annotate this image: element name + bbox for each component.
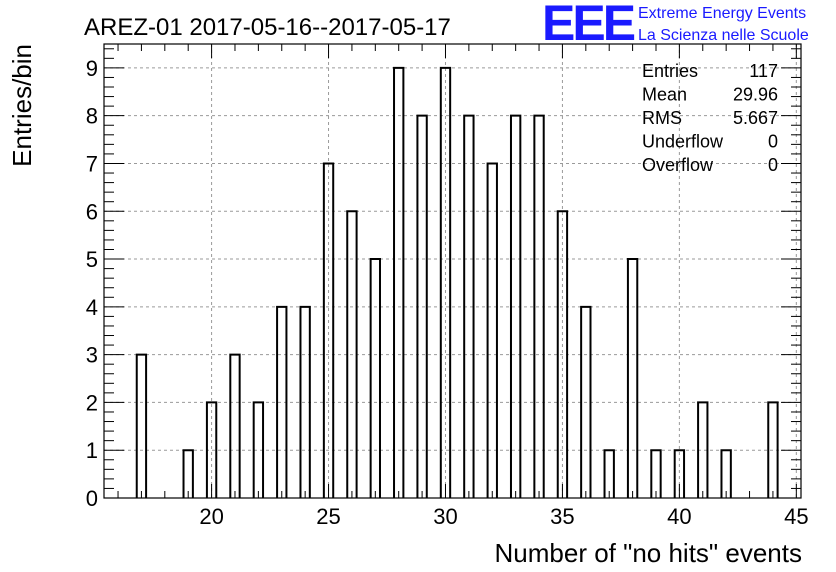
eee-logo-line1: Extreme Energy Events bbox=[638, 5, 806, 22]
stats-value: 5.667 bbox=[733, 108, 778, 128]
x-tick-label: 25 bbox=[316, 504, 340, 529]
histogram-bar bbox=[182, 449, 194, 498]
histogram-bar bbox=[346, 210, 358, 498]
eee-logo-line2: La Scienza nelle Scuole bbox=[638, 27, 809, 44]
y-tick-label: 3 bbox=[86, 343, 98, 368]
grid-lines bbox=[104, 44, 801, 498]
x-tick-label: 35 bbox=[550, 504, 574, 529]
x-axis-label: Number of "no hits" events bbox=[495, 538, 803, 568]
histogram-bar bbox=[135, 353, 148, 498]
x-tick-label: 40 bbox=[667, 504, 691, 529]
y-tick-label: 4 bbox=[86, 295, 98, 320]
histogram-bar bbox=[393, 66, 405, 498]
y-tick-label: 6 bbox=[86, 199, 98, 224]
eee-logo: EEE Extreme Energy Events La Scienza nel… bbox=[542, 0, 809, 51]
y-tick-label: 1 bbox=[86, 438, 98, 463]
axis-ticks bbox=[104, 44, 801, 499]
stats-label: RMS bbox=[642, 108, 682, 128]
histogram-bar bbox=[416, 114, 428, 498]
histogram-bar bbox=[603, 449, 615, 498]
x-tick-label: 30 bbox=[433, 504, 457, 529]
histogram-bar bbox=[650, 449, 662, 498]
chart-title: AREZ-01 2017-05-16--2017-05-17 bbox=[84, 14, 451, 41]
histogram-bar bbox=[580, 305, 592, 498]
histogram-bar bbox=[299, 305, 311, 498]
histogram-bar bbox=[229, 353, 241, 498]
histogram-bar bbox=[439, 66, 452, 498]
histogram-bar bbox=[486, 162, 498, 498]
histogram-bar bbox=[697, 401, 709, 498]
stats-label: Overflow bbox=[642, 155, 714, 175]
stats-label: Mean bbox=[642, 85, 687, 105]
histogram-bar bbox=[509, 114, 522, 498]
histogram-bar bbox=[276, 305, 288, 498]
stats-box: Entries 117 Mean 29.96 RMS 5.667 Underflow 0 Ove… bbox=[642, 61, 778, 175]
histogram-bars bbox=[135, 66, 779, 498]
histogram-bar bbox=[205, 401, 218, 498]
histogram-bar bbox=[369, 258, 381, 498]
plot-frame bbox=[103, 43, 802, 499]
y-tick-label: 8 bbox=[86, 104, 98, 129]
histogram-bar bbox=[322, 162, 335, 498]
stats-value: 29.96 bbox=[733, 85, 778, 105]
histogram-bar bbox=[673, 449, 686, 498]
histogram-bar bbox=[533, 114, 545, 498]
y-tick-label: 5 bbox=[86, 247, 98, 272]
histogram-bar bbox=[252, 401, 265, 498]
y-tick-label: 7 bbox=[86, 151, 98, 176]
stats-value: 0 bbox=[768, 132, 778, 152]
y-tick-label: 9 bbox=[86, 56, 98, 81]
eee-logo-letters: EEE bbox=[542, 0, 635, 51]
stats-value: 0 bbox=[768, 155, 778, 175]
histogram-bar bbox=[463, 114, 475, 498]
stats-label: Underflow bbox=[642, 132, 724, 152]
histogram-bar bbox=[767, 401, 779, 498]
y-tick-label: 2 bbox=[86, 390, 98, 415]
stats-label: Entries bbox=[642, 61, 698, 81]
x-tick-label: 20 bbox=[199, 504, 223, 529]
y-tick-label: 0 bbox=[86, 486, 98, 511]
x-tick-label: 45 bbox=[784, 504, 808, 529]
histogram-bar bbox=[626, 258, 639, 498]
y-axis-label: Entries/bin bbox=[7, 44, 37, 167]
stats-value: 117 bbox=[749, 61, 778, 81]
histogram-bar bbox=[720, 449, 732, 498]
histogram-bar bbox=[556, 210, 569, 498]
